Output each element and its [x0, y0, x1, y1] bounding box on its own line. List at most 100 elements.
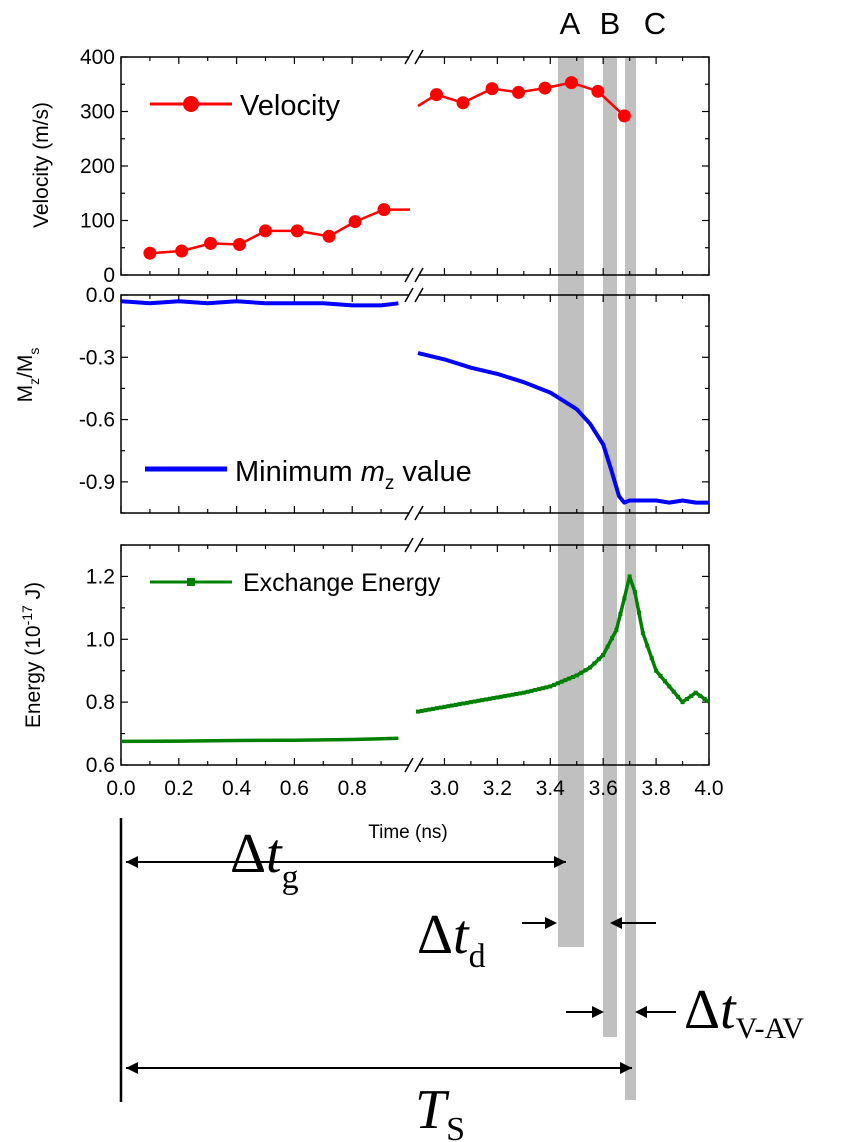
data-point: [564, 76, 578, 90]
break-mark: [414, 505, 424, 521]
data-point: [506, 693, 511, 698]
data-point: [693, 690, 698, 695]
x-tick-label: 4.0: [694, 777, 723, 800]
timeline-annotations: Δtg Δtd ΔtV-AV TS: [119, 818, 804, 1142]
break-gap: [409, 51, 419, 63]
x-tick-label: 0.0: [106, 777, 135, 800]
data-point: [442, 704, 447, 709]
break-mark: [404, 505, 414, 521]
data-point: [684, 697, 689, 701]
data-point: [416, 709, 420, 714]
break-mark: [414, 537, 424, 553]
data-point: [574, 673, 579, 678]
series-line-1-left: [149, 208, 410, 255]
data-point: [456, 96, 470, 110]
data-point: [617, 109, 631, 123]
x-tick-label: 3.6: [589, 777, 618, 800]
break-mark: [414, 267, 424, 283]
data-point: [671, 689, 676, 694]
data-point: [434, 706, 439, 711]
data-point: [680, 700, 685, 705]
x-tick-label: 3.0: [430, 777, 459, 800]
data-point: [544, 685, 549, 690]
marker-label-b: B: [600, 6, 621, 41]
data-point: [419, 708, 424, 713]
data-point: [480, 698, 485, 703]
data-point: [579, 670, 584, 675]
data-point: [622, 596, 627, 601]
y-tick-label: 400: [80, 46, 115, 69]
data-point: [676, 694, 681, 699]
data-point: [487, 696, 492, 701]
break-mark: [404, 537, 414, 553]
data-point: [601, 653, 606, 657]
marker-label-a: A: [560, 6, 581, 41]
data-point: [518, 691, 523, 696]
data-point: [204, 236, 218, 250]
y-tick-label: -0.9: [79, 471, 115, 494]
marker-label-c: C: [644, 6, 666, 41]
data-point: [427, 707, 432, 712]
data-point: [698, 693, 703, 698]
data-point: [290, 224, 304, 238]
data-point: [472, 699, 477, 704]
axis-breaks: [404, 49, 424, 773]
data-point: [654, 668, 659, 673]
dt-d-label: Δtd: [417, 904, 486, 975]
data-point: [484, 697, 489, 702]
series-line-3-left: [120, 736, 399, 744]
data-point: [525, 689, 530, 694]
data-point: [618, 612, 623, 617]
y-label-mz: Mz/Ms: [14, 348, 42, 403]
x-label-time: Time (ns): [368, 822, 448, 843]
svg-text:Minimum mz value: Minimum mz value: [235, 456, 472, 494]
data-point: [645, 643, 650, 648]
break-mark: [404, 267, 414, 283]
legend-velocity: Velocity: [150, 90, 340, 122]
data-point: [540, 686, 545, 691]
data-point: [533, 688, 538, 693]
legend-energy-label: Exchange Energy: [243, 569, 441, 597]
data-point: [465, 700, 470, 705]
data-point: [596, 657, 601, 662]
data-point: [529, 688, 534, 693]
x-tick-label: 3.2: [483, 777, 512, 800]
data-point: [563, 678, 568, 683]
chart-panels: 0 100 200 300 400 0.0 -0.3 -0.6 -0.9 0.6 0.8 1.0 1.2…: [79, 46, 724, 800]
legend-exchange-energy: Exchange Energy: [150, 569, 441, 597]
data-point: [259, 224, 272, 238]
legend-min-mz: Minimum mz value: [145, 456, 472, 494]
data-point: [640, 631, 645, 635]
data-point: [502, 694, 507, 699]
dt-g-label: Δtg: [230, 823, 299, 896]
marker-band-a: [558, 57, 584, 947]
data-point: [450, 703, 455, 708]
y-tick-label: -0.6: [79, 409, 115, 432]
data-point: [667, 684, 672, 689]
data-point: [587, 665, 592, 670]
x-tick-label: 3.8: [641, 777, 670, 800]
data-point: [499, 694, 504, 699]
panel-2: 0.0 -0.3 -0.6 -0.9: [79, 284, 710, 514]
y-tick-label: 0: [103, 264, 115, 287]
x-tick-label: 0.8: [338, 777, 367, 800]
data-point: [583, 668, 588, 673]
marker-band-b: [603, 57, 617, 1037]
data-point: [521, 690, 526, 695]
break-gap: [409, 289, 419, 301]
x-tick-label: 0.6: [280, 777, 309, 800]
legend-min-mz-tail: value: [394, 456, 471, 488]
data-point: [175, 244, 189, 258]
data-point: [567, 676, 572, 681]
data-point: [702, 697, 707, 701]
break-gap: [409, 507, 419, 519]
data-point: [548, 684, 553, 689]
data-point: [348, 215, 362, 229]
legend-velocity-label: Velocity: [240, 90, 340, 122]
data-point: [430, 88, 444, 102]
break-mark: [404, 49, 414, 65]
break-mark: [414, 757, 424, 773]
data-point: [485, 82, 499, 96]
legend-min-mz-sub: z: [385, 473, 395, 494]
